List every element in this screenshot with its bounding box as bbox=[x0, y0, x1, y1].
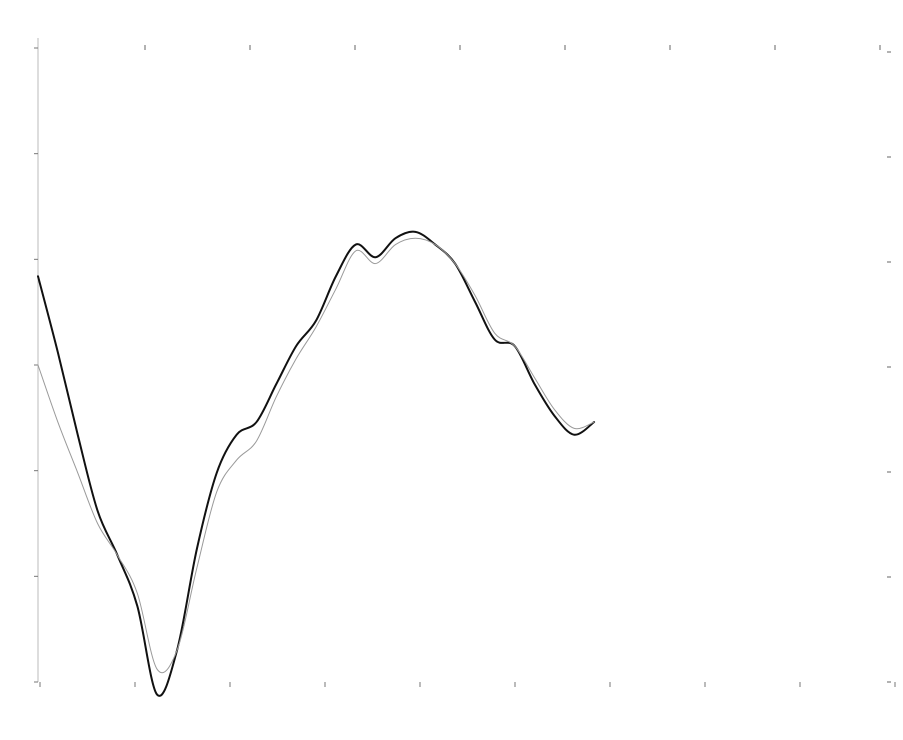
series-2-point bbox=[454, 263, 455, 264]
series-2-point bbox=[176, 650, 177, 651]
series-2-line bbox=[37, 237, 595, 674]
series-1-point bbox=[474, 301, 475, 302]
series-1-point bbox=[335, 276, 336, 277]
series-2-point bbox=[296, 358, 297, 359]
series-1-point bbox=[97, 510, 98, 511]
series-2-point bbox=[216, 491, 217, 492]
series-2-point bbox=[157, 669, 158, 670]
series-1-line bbox=[37, 230, 596, 697]
right-axis-ticks bbox=[887, 51, 891, 683]
series-2-point bbox=[494, 333, 495, 334]
series-1-point bbox=[355, 244, 356, 245]
series-2-point bbox=[117, 555, 118, 556]
series-1-point bbox=[375, 257, 376, 258]
series-2-point bbox=[534, 377, 535, 378]
series-2-point bbox=[593, 421, 594, 422]
series-1-point bbox=[554, 415, 555, 416]
series-1-point bbox=[534, 383, 535, 384]
series-2-point bbox=[315, 326, 316, 327]
series-2-point bbox=[415, 238, 416, 239]
series-1-point bbox=[415, 231, 416, 232]
series-1-point bbox=[137, 605, 138, 606]
series-2-point bbox=[375, 263, 376, 264]
series-1-point bbox=[196, 548, 197, 549]
series-2-point bbox=[236, 460, 237, 461]
series-1-point bbox=[276, 383, 277, 384]
left-axis bbox=[34, 38, 39, 683]
series-1-point bbox=[296, 345, 297, 346]
series-1-point bbox=[216, 472, 217, 473]
series-1-point bbox=[395, 238, 396, 239]
series-2-point bbox=[435, 244, 436, 245]
series-1-point bbox=[157, 694, 158, 695]
series-2-point bbox=[77, 472, 78, 473]
series-1-point bbox=[315, 320, 316, 321]
series-2-point bbox=[37, 364, 38, 365]
series-2-point bbox=[395, 244, 396, 245]
top-axis-ticks bbox=[144, 45, 881, 50]
series-2-point bbox=[335, 288, 336, 289]
series-2-point bbox=[474, 295, 475, 296]
series-1-point bbox=[57, 352, 58, 353]
series-1-point bbox=[574, 434, 575, 435]
series-layer bbox=[37, 230, 596, 697]
series-2-point bbox=[57, 421, 58, 422]
series-1-point bbox=[77, 434, 78, 435]
x-tick-labels bbox=[39, 682, 896, 687]
series-1-point bbox=[256, 421, 257, 422]
series-2-point bbox=[554, 409, 555, 410]
series-2-point bbox=[355, 250, 356, 251]
series-2-point bbox=[256, 440, 257, 441]
series-2-point bbox=[137, 593, 138, 594]
series-2-point bbox=[196, 567, 197, 568]
series-2-point bbox=[276, 396, 277, 397]
series-2-point bbox=[514, 345, 515, 346]
series-2-point bbox=[574, 428, 575, 429]
series-1-point bbox=[37, 276, 38, 277]
series-1-point bbox=[236, 434, 237, 435]
series-1-point bbox=[494, 339, 495, 340]
series-2-point bbox=[97, 523, 98, 524]
